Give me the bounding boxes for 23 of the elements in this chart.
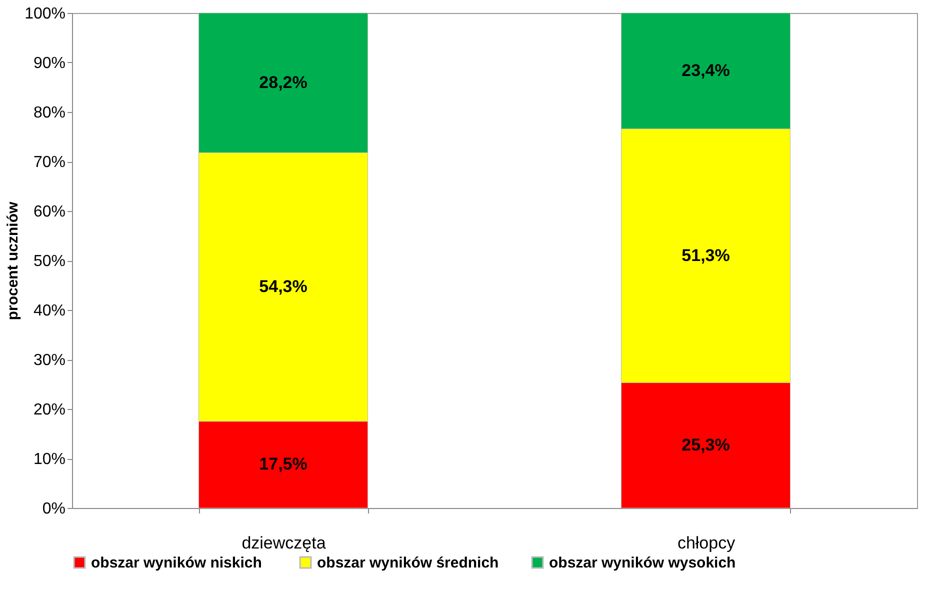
data-label: 17,5%	[259, 454, 308, 474]
y-tick-label: 0%	[42, 500, 66, 518]
data-label: 28,2%	[259, 72, 308, 92]
y-tick-label: 90%	[33, 55, 66, 72]
y-tick-label: 70%	[33, 154, 66, 171]
y-tick-label: 10%	[33, 451, 66, 468]
y-tick-label: 40%	[33, 302, 66, 320]
legend-label: obszar wyników średnich	[317, 554, 499, 572]
y-tick-label: 50%	[33, 253, 66, 270]
y-tick-label: 80%	[33, 104, 66, 122]
data-label: 23,4%	[682, 60, 730, 80]
x-tick-label: dziewczęta	[242, 534, 326, 552]
y-tick-label: 20%	[33, 402, 66, 418]
y-tick-label: 100%	[24, 6, 66, 22]
data-label: 51,3%	[682, 246, 730, 265]
y-tick-label: 30%	[33, 352, 66, 369]
y-tick-label: 60%	[33, 204, 66, 220]
data-label: 25,3%	[682, 435, 730, 454]
legend-label: obszar wyników niskich	[91, 554, 262, 572]
y-axis-title: procent uczniów	[4, 202, 22, 320]
x-tick-label: chłopcy	[677, 534, 736, 552]
legend-label: obszar wyników wysokich	[549, 554, 736, 572]
data-label: 54,3%	[259, 276, 308, 296]
